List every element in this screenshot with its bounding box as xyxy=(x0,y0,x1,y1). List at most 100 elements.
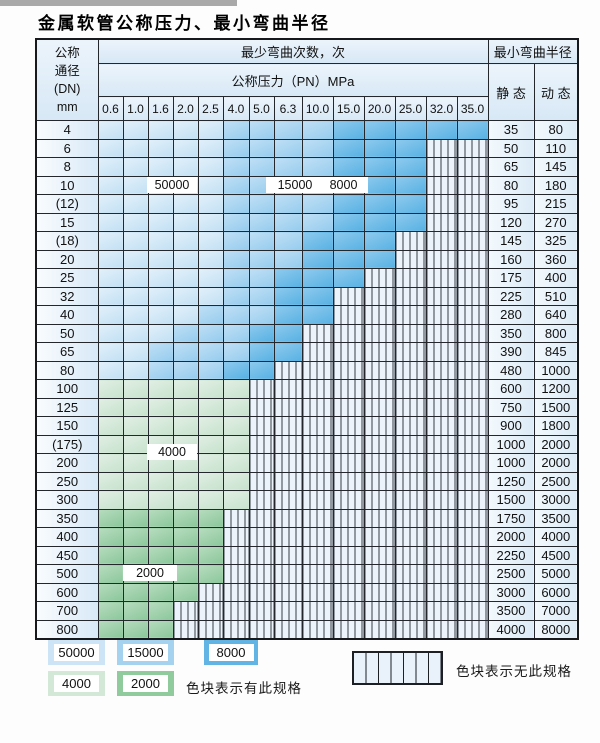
spec-cell xyxy=(197,286,224,306)
spec-cell xyxy=(394,379,427,399)
spec-cell xyxy=(394,323,427,343)
spec-cell xyxy=(97,194,124,214)
spec-cell xyxy=(222,231,250,251)
table-row: 15 120 270 xyxy=(35,212,579,232)
spec-cell xyxy=(248,434,275,454)
spec-cell xyxy=(301,397,334,417)
spec-cell xyxy=(97,619,124,639)
spec-cell xyxy=(147,360,174,380)
spec-cell xyxy=(394,157,427,177)
spec-cell xyxy=(197,545,224,565)
spec-cell xyxy=(172,323,199,343)
spec-cell xyxy=(147,194,174,214)
dn-cell: 800 xyxy=(35,619,99,639)
spec-cell xyxy=(172,471,199,491)
spec-cell xyxy=(248,286,275,306)
spec-cell xyxy=(456,268,489,288)
spec-cell xyxy=(122,471,149,491)
spec-cell xyxy=(222,157,250,177)
spec-cell xyxy=(97,175,124,195)
spec-cell xyxy=(147,305,174,325)
spec-cell xyxy=(332,490,365,510)
spec-cell xyxy=(394,508,427,528)
spec-cell xyxy=(122,120,149,140)
dn-cell: 6 xyxy=(35,138,99,158)
table-row: (12) 95 215 xyxy=(35,194,579,214)
spec-cell xyxy=(222,416,250,436)
spec-cell xyxy=(97,527,124,547)
spec-cell xyxy=(456,175,489,195)
spec-cell xyxy=(222,490,250,510)
spec-cell xyxy=(394,286,427,306)
dynamic-radius-cell: 1000 xyxy=(533,360,579,380)
dn-cell: 4 xyxy=(35,120,99,140)
static-radius-cell: 2250 xyxy=(487,545,535,565)
spec-cell xyxy=(332,249,365,269)
spec-cell xyxy=(172,545,199,565)
spec-cell xyxy=(222,545,250,565)
spec-cell xyxy=(425,490,458,510)
static-radius-cell: 175 xyxy=(487,268,535,288)
spec-cell xyxy=(197,120,224,140)
spec-cell xyxy=(172,342,199,362)
spec-cell xyxy=(147,545,174,565)
table-row: (175) 1000 2000 xyxy=(35,434,579,454)
legend-no-spec-text: 色块表示无此规格 xyxy=(456,664,572,679)
spec-cell xyxy=(363,619,396,639)
spec-cell xyxy=(147,582,174,602)
spec-cell xyxy=(147,342,174,362)
dn-cell: 125 xyxy=(35,397,99,417)
spec-cell xyxy=(394,490,427,510)
table-row: 80 480 1000 xyxy=(35,360,579,380)
spec-cell xyxy=(332,157,365,177)
spec-cell xyxy=(97,490,124,510)
bend-radius-header: 最小弯曲半径 xyxy=(487,38,579,64)
spec-cell xyxy=(197,212,224,232)
dynamic-radius-cell: 4500 xyxy=(533,545,579,565)
spec-cell xyxy=(425,138,458,158)
spec-cell xyxy=(248,601,275,621)
table-row: 450 2250 4500 xyxy=(35,545,579,565)
spec-cell xyxy=(273,582,303,602)
spec-cell xyxy=(122,157,149,177)
spec-cell xyxy=(273,323,303,343)
spec-cell xyxy=(97,379,124,399)
static-radius-cell: 50 xyxy=(487,138,535,158)
dynamic-radius-cell: 1800 xyxy=(533,416,579,436)
legend-swatch-label: 8000 xyxy=(208,644,254,661)
spec-cell xyxy=(394,305,427,325)
pressure-col-header: 2.5 xyxy=(197,96,224,121)
spec-cell xyxy=(394,175,427,195)
spec-cell xyxy=(147,601,174,621)
dynamic-radius-cell: 215 xyxy=(533,194,579,214)
spec-cell xyxy=(394,582,427,602)
static-radius-cell: 900 xyxy=(487,416,535,436)
spec-cell xyxy=(425,305,458,325)
dn-cell: 150 xyxy=(35,416,99,436)
static-radius-cell: 1500 xyxy=(487,490,535,510)
spec-cell xyxy=(248,379,275,399)
spec-cell xyxy=(147,508,174,528)
table-row: 400 2000 4000 xyxy=(35,527,579,547)
spec-cell xyxy=(122,397,149,417)
spec-cell xyxy=(394,342,427,362)
dn-header-line: mm xyxy=(56,100,78,114)
static-radius-cell: 3500 xyxy=(487,601,535,621)
spec-cell xyxy=(363,323,396,343)
dn-cell: 80 xyxy=(35,360,99,380)
spec-cell xyxy=(301,157,334,177)
spec-cell xyxy=(363,564,396,584)
spec-cell xyxy=(97,397,124,417)
static-radius-cell: 2000 xyxy=(487,527,535,547)
spec-cell xyxy=(222,360,250,380)
spec-cell xyxy=(197,157,224,177)
spec-cell xyxy=(332,342,365,362)
spec-cell xyxy=(197,268,224,288)
spec-cell xyxy=(363,194,396,214)
spec-cell xyxy=(147,249,174,269)
spec-cell xyxy=(122,490,149,510)
spec-cell xyxy=(363,453,396,473)
spec-cell xyxy=(172,286,199,306)
spec-cell xyxy=(97,508,124,528)
spec-cell xyxy=(273,397,303,417)
